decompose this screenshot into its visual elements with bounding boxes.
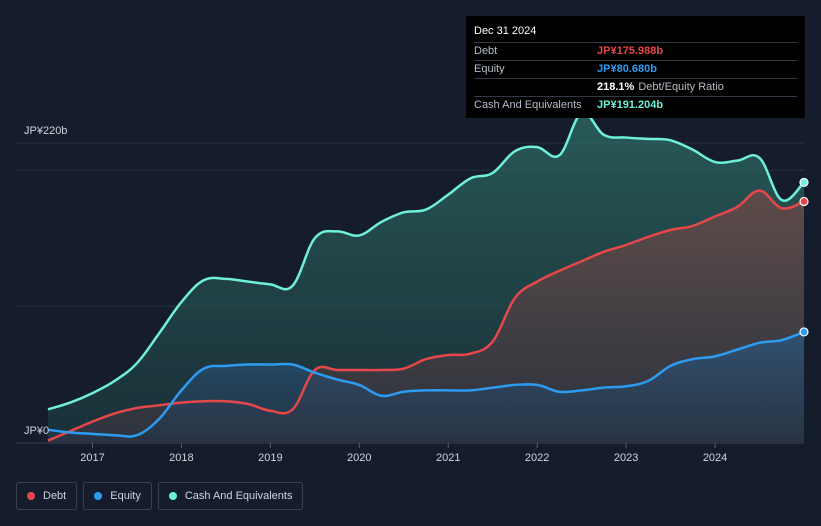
x-tick-label: 2017 — [80, 452, 104, 464]
tooltip-row-cash: Cash And Equivalents JP¥191.204b — [474, 96, 797, 114]
area-debt — [48, 190, 804, 442]
tooltip-value: JP¥191.204b — [597, 99, 664, 111]
endpoint-cash-and-equivalents — [799, 177, 809, 188]
tooltip-label: Cash And Equivalents — [474, 99, 582, 111]
line-cash-and-equivalents — [47, 111, 805, 411]
y-axis-top-label: JP¥220b — [24, 125, 67, 137]
x-tick-label: 2024 — [703, 452, 727, 464]
legend-dot-icon — [27, 492, 35, 500]
area-equity — [48, 331, 804, 442]
tooltip-label: Equity — [474, 63, 505, 75]
legend-dot-icon — [94, 492, 103, 500]
tooltip-value: JP¥80.680b — [597, 63, 657, 75]
x-tick-label: 2018 — [169, 452, 193, 464]
legend-dot-icon — [168, 492, 177, 500]
tooltip-panel: Dec 31 2024 Debt JP¥175.988b Equity JP¥8… — [466, 16, 805, 118]
x-tick-label: 2019 — [258, 452, 282, 464]
legend-label: Debt — [43, 490, 67, 502]
tooltip-label — [474, 79, 597, 96]
legend-label: Equity — [110, 490, 141, 502]
tooltip-value: JP¥175.988b — [597, 45, 664, 57]
tooltip-label: Debt — [474, 45, 498, 57]
x-tick-label: 2022 — [525, 452, 549, 464]
x-tick-label: 2020 — [347, 452, 371, 464]
legend-item-equity[interactable]: Equity — [83, 482, 152, 510]
line-debt — [47, 189, 805, 442]
legend: Debt Equity Cash And Equivalents — [16, 482, 304, 510]
tooltip-row-equity: Equity JP¥80.680b — [474, 60, 797, 78]
y-axis-zero-label: JP¥0 — [24, 425, 49, 437]
endpoint-equity — [799, 327, 809, 337]
x-tick-label: 2021 — [436, 452, 460, 464]
tooltip-date: Dec 31 2024 — [474, 25, 537, 37]
line-equity — [47, 330, 805, 438]
endpoint-debt — [799, 196, 809, 207]
tooltip-value: 218.1% — [597, 81, 635, 93]
legend-item-cash[interactable]: Cash And Equivalents — [157, 482, 304, 510]
legend-label: Cash And Equivalents — [184, 490, 293, 502]
tooltip-row-debt: Debt JP¥175.988b — [474, 42, 797, 60]
x-tick-label: 2023 — [614, 452, 638, 464]
tooltip-sublabel: Debt/Equity Ratio — [638, 81, 724, 93]
legend-item-debt[interactable]: Debt — [16, 482, 78, 510]
tooltip-row-ratio: 218.1% Debt/Equity Ratio — [474, 78, 797, 96]
